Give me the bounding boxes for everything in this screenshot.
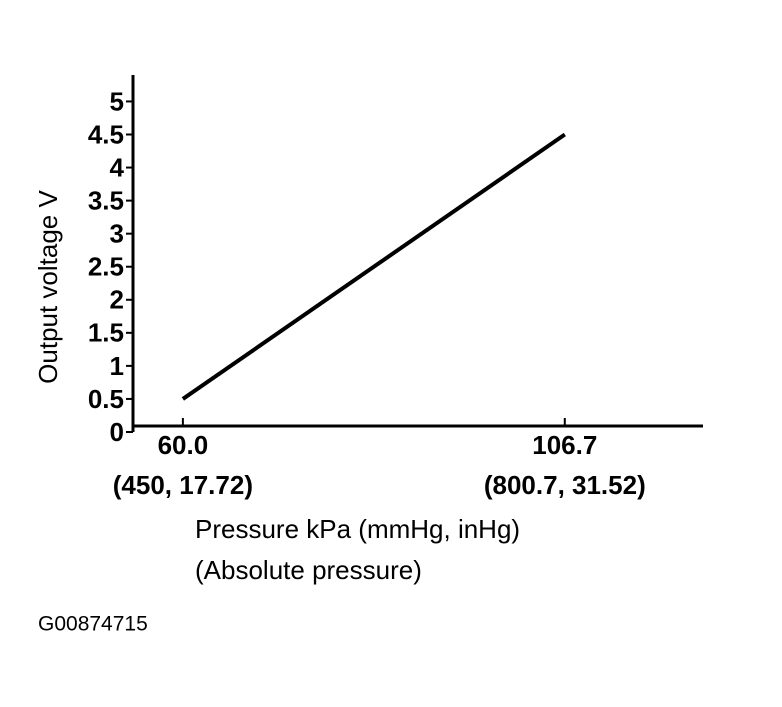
y-tick-label: 1 bbox=[110, 351, 124, 381]
x-axis-label: Pressure kPa (mmHg, inHg) bbox=[195, 514, 520, 544]
y-tick-label: 1.5 bbox=[88, 318, 124, 348]
data-line bbox=[181, 132, 566, 401]
x-tick-label: 60.0 bbox=[158, 430, 209, 460]
x-tick-sublabel: (800.7, 31.52) bbox=[484, 470, 646, 500]
y-tick-label: 4.5 bbox=[88, 119, 124, 149]
y-tick-label: 0 bbox=[110, 417, 124, 447]
y-tick-label: 4 bbox=[110, 152, 125, 182]
y-axis-label: Output voltage V bbox=[33, 190, 63, 384]
y-tick-label: 3.5 bbox=[88, 185, 124, 215]
figure-code: G00874715 bbox=[38, 613, 148, 636]
y-tick-label: 2.5 bbox=[88, 252, 124, 282]
x-tick-label: 106.7 bbox=[532, 430, 597, 460]
y-tick-label: 0.5 bbox=[88, 384, 124, 414]
y-tick-label: 2 bbox=[110, 285, 124, 315]
y-tick-label: 3 bbox=[110, 219, 124, 249]
y-tick-label: 5 bbox=[110, 86, 124, 116]
x-tick-sublabel: (450, 17.72) bbox=[113, 470, 253, 500]
x-axis-label: (Absolute pressure) bbox=[195, 555, 422, 585]
